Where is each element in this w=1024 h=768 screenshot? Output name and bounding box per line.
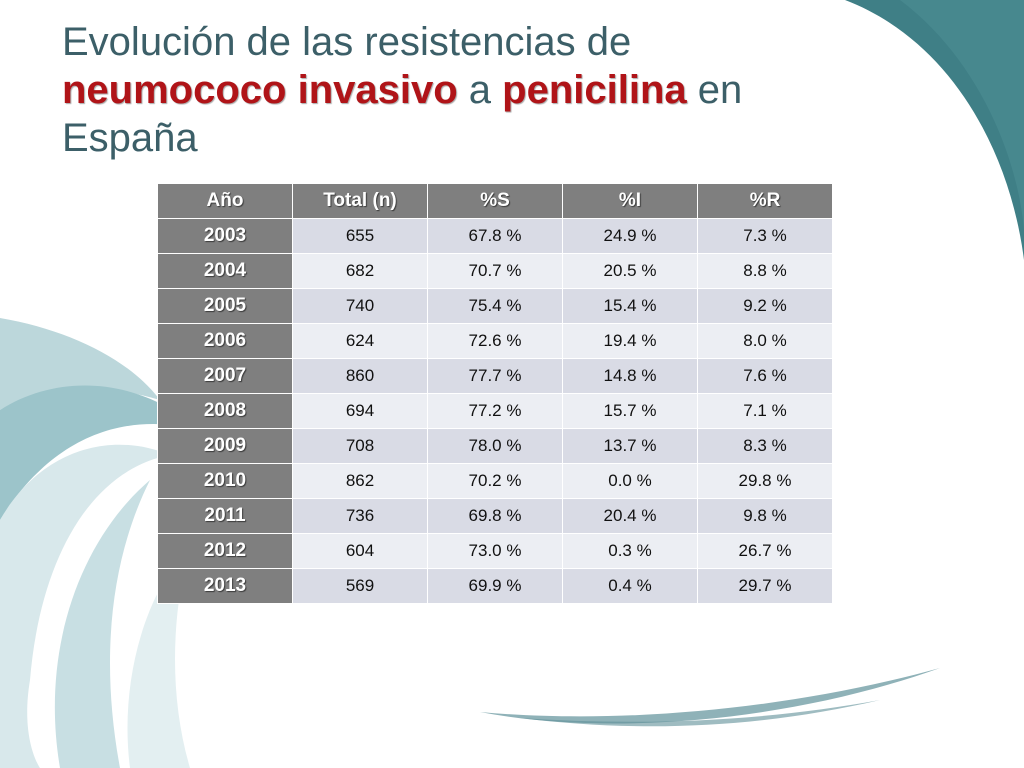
cell-intermediate: 0.4 % — [562, 568, 698, 604]
cell-resistant: 9.8 % — [697, 498, 833, 534]
cell-total: 624 — [292, 323, 428, 359]
title-highlight-neumococo: neumococo invasivo — [62, 68, 458, 112]
cell-intermediate: 15.7 % — [562, 393, 698, 429]
header-total: Total (n) — [292, 183, 428, 219]
table-row: 2010 862 70.2 % 0.0 % 29.8 % — [157, 463, 833, 499]
table-row: 2012 604 73.0 % 0.3 % 26.7 % — [157, 533, 833, 569]
cell-year: 2010 — [157, 463, 293, 499]
cell-susceptible: 73.0 % — [427, 533, 563, 569]
cell-intermediate: 0.3 % — [562, 533, 698, 569]
cell-resistant: 8.0 % — [697, 323, 833, 359]
cell-year: 2005 — [157, 288, 293, 324]
cell-total: 736 — [292, 498, 428, 534]
cell-year: 2013 — [157, 568, 293, 604]
title-text-2: a — [457, 68, 503, 112]
header-susceptible: %S — [427, 183, 563, 219]
cell-year: 2011 — [157, 498, 293, 534]
table-row: 2009 708 78.0 % 13.7 % 8.3 % — [157, 428, 833, 464]
cell-resistant: 7.1 % — [697, 393, 833, 429]
cell-resistant: 8.8 % — [697, 253, 833, 289]
cell-year: 2012 — [157, 533, 293, 569]
cell-year: 2004 — [157, 253, 293, 289]
table-row: 2004 682 70.7 % 20.5 % 8.8 % — [157, 253, 833, 289]
cell-total: 694 — [292, 393, 428, 429]
table-header-row: Año Total (n) %S %I %R — [157, 183, 833, 219]
cell-year: 2009 — [157, 428, 293, 464]
cell-susceptible: 77.7 % — [427, 358, 563, 394]
cell-intermediate: 20.5 % — [562, 253, 698, 289]
cell-intermediate: 15.4 % — [562, 288, 698, 324]
header-year: Año — [157, 183, 293, 219]
cell-intermediate: 20.4 % — [562, 498, 698, 534]
cell-resistant: 26.7 % — [697, 533, 833, 569]
cell-intermediate: 19.4 % — [562, 323, 698, 359]
cell-susceptible: 77.2 % — [427, 393, 563, 429]
cell-intermediate: 13.7 % — [562, 428, 698, 464]
title-text-1: Evolución de las resistencias de — [62, 20, 632, 64]
cell-total: 569 — [292, 568, 428, 604]
table-row: 2011 736 69.8 % 20.4 % 9.8 % — [157, 498, 833, 534]
slide-title: Evolución de las resistencias de neumoco… — [62, 18, 862, 162]
cell-total: 604 — [292, 533, 428, 569]
cell-susceptible: 69.8 % — [427, 498, 563, 534]
cell-resistant: 7.6 % — [697, 358, 833, 394]
table-row: 2008 694 77.2 % 15.7 % 7.1 % — [157, 393, 833, 429]
cell-total: 860 — [292, 358, 428, 394]
cell-resistant: 7.3 % — [697, 218, 833, 254]
table-row: 2013 569 69.9 % 0.4 % 29.7 % — [157, 568, 833, 604]
cell-year: 2006 — [157, 323, 293, 359]
cell-susceptible: 69.9 % — [427, 568, 563, 604]
title-highlight-penicilina: penicilina — [502, 68, 687, 112]
cell-year: 2008 — [157, 393, 293, 429]
resistance-table: Año Total (n) %S %I %R 2003 655 67.8 % 2… — [157, 183, 833, 604]
cell-resistant: 8.3 % — [697, 428, 833, 464]
cell-total: 655 — [292, 218, 428, 254]
cell-susceptible: 70.2 % — [427, 463, 563, 499]
cell-total: 682 — [292, 253, 428, 289]
cell-total: 740 — [292, 288, 428, 324]
cell-susceptible: 75.4 % — [427, 288, 563, 324]
cell-total: 862 — [292, 463, 428, 499]
cell-intermediate: 14.8 % — [562, 358, 698, 394]
cell-resistant: 9.2 % — [697, 288, 833, 324]
table-row: 2005 740 75.4 % 15.4 % 9.2 % — [157, 288, 833, 324]
table-row: 2003 655 67.8 % 24.9 % 7.3 % — [157, 218, 833, 254]
cell-intermediate: 0.0 % — [562, 463, 698, 499]
cell-susceptible: 72.6 % — [427, 323, 563, 359]
table-row: 2007 860 77.7 % 14.8 % 7.6 % — [157, 358, 833, 394]
cell-year: 2003 — [157, 218, 293, 254]
cell-year: 2007 — [157, 358, 293, 394]
header-intermediate: %I — [562, 183, 698, 219]
cell-resistant: 29.7 % — [697, 568, 833, 604]
cell-susceptible: 78.0 % — [427, 428, 563, 464]
table-row: 2006 624 72.6 % 19.4 % 8.0 % — [157, 323, 833, 359]
cell-resistant: 29.8 % — [697, 463, 833, 499]
resistance-table-container: Año Total (n) %S %I %R 2003 655 67.8 % 2… — [157, 183, 833, 604]
cell-total: 708 — [292, 428, 428, 464]
title-text-3: en España — [62, 68, 743, 160]
header-resistant: %R — [697, 183, 833, 219]
cell-susceptible: 70.7 % — [427, 253, 563, 289]
cell-susceptible: 67.8 % — [427, 218, 563, 254]
cell-intermediate: 24.9 % — [562, 218, 698, 254]
